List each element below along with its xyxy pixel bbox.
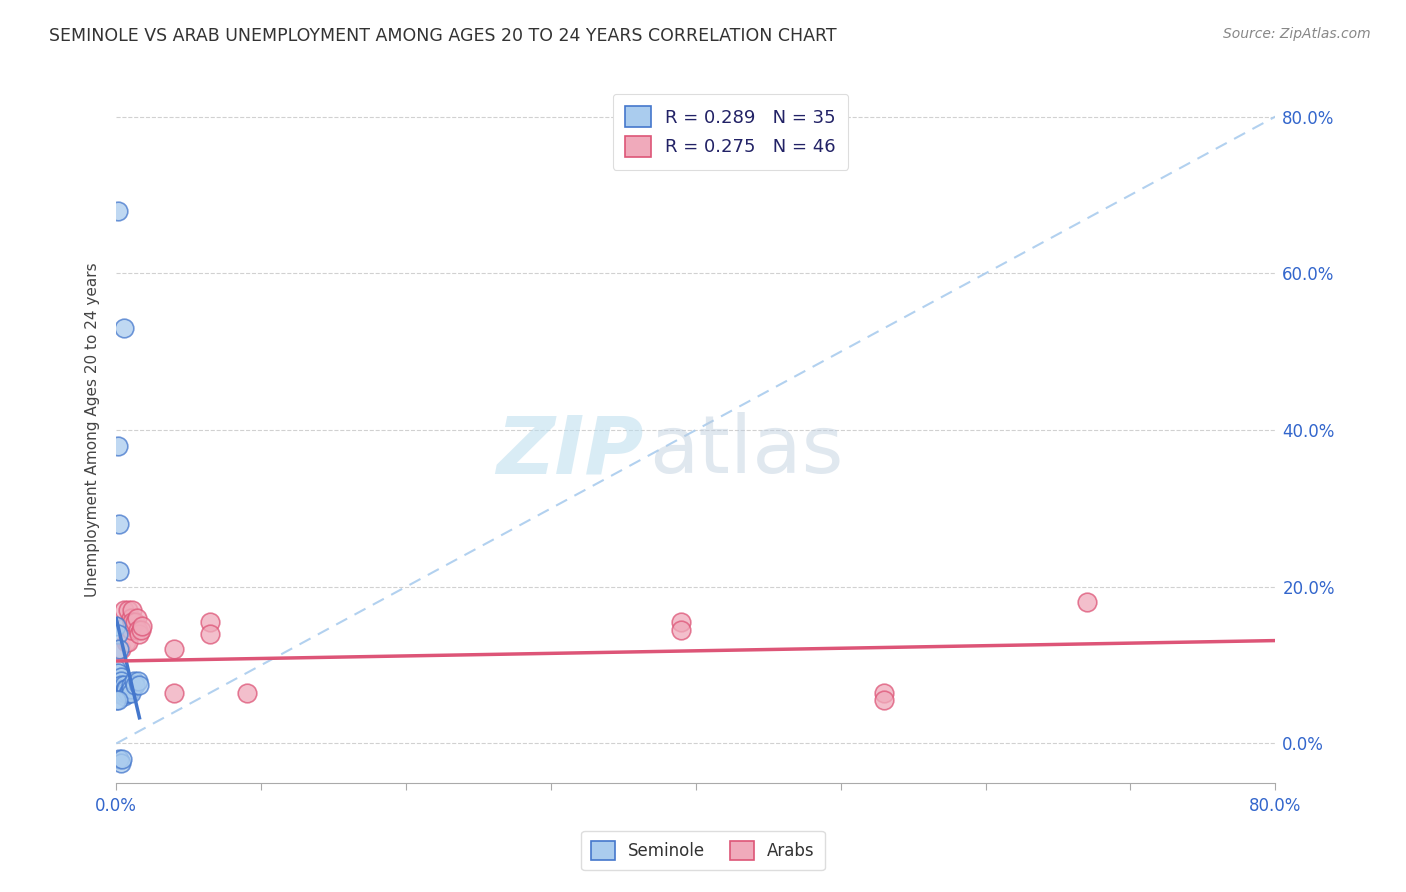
Point: [115, 634, 138, 648]
Point: [117, 603, 139, 617]
Point: [114, 678, 136, 692]
Point: [1076, 595, 1098, 609]
Point: [122, 673, 145, 688]
Point: [108, 642, 131, 657]
Point: [105, 681, 128, 696]
Point: [235, 685, 257, 699]
Point: [124, 678, 146, 692]
Point: [112, 690, 135, 704]
Point: [112, 321, 135, 335]
Point: [128, 627, 150, 641]
Point: [107, 203, 129, 218]
Text: atlas: atlas: [650, 412, 844, 491]
Point: [873, 693, 896, 707]
Point: [671, 623, 693, 637]
Point: [108, 685, 131, 699]
Point: [163, 642, 186, 657]
Point: [107, 681, 129, 696]
Point: [110, 678, 132, 692]
Point: [108, 673, 131, 688]
Point: [163, 685, 186, 699]
Point: [107, 627, 129, 641]
Point: [111, 678, 134, 692]
Point: [121, 603, 143, 617]
Point: [120, 678, 142, 692]
Point: [115, 681, 138, 696]
Point: [111, 681, 134, 696]
Point: [118, 685, 141, 699]
Point: [114, 681, 136, 696]
Point: [108, 678, 131, 692]
Point: [108, 517, 131, 532]
Point: [107, 678, 129, 692]
Point: [127, 673, 149, 688]
Point: [105, 662, 128, 676]
Point: [114, 685, 136, 699]
Point: [108, 564, 131, 578]
Point: [114, 685, 136, 699]
Point: [110, 642, 132, 657]
Point: [129, 623, 152, 637]
Point: [112, 685, 135, 699]
Point: [110, 673, 132, 688]
Legend: R = 0.289   N = 35, R = 0.275   N = 46: R = 0.289 N = 35, R = 0.275 N = 46: [613, 94, 848, 169]
Point: [107, 693, 129, 707]
Point: [124, 615, 146, 629]
Point: [125, 611, 148, 625]
Legend: Seminole, Arabs: Seminole, Arabs: [582, 831, 824, 871]
Point: [107, 685, 129, 699]
Point: [105, 685, 128, 699]
Point: [120, 623, 142, 637]
Point: [111, 752, 134, 766]
Point: [111, 685, 134, 699]
Text: ZIP: ZIP: [496, 412, 644, 491]
Point: [108, 681, 131, 696]
Text: Source: ZipAtlas.com: Source: ZipAtlas.com: [1223, 27, 1371, 41]
Point: [112, 685, 135, 699]
Point: [112, 603, 135, 617]
Point: [105, 619, 128, 633]
Point: [115, 619, 138, 633]
Point: [110, 685, 132, 699]
Point: [117, 634, 139, 648]
Text: SEMINOLE VS ARAB UNEMPLOYMENT AMONG AGES 20 TO 24 YEARS CORRELATION CHART: SEMINOLE VS ARAB UNEMPLOYMENT AMONG AGES…: [49, 27, 837, 45]
Point: [110, 678, 132, 692]
Point: [108, 752, 131, 766]
Point: [112, 681, 135, 696]
Point: [120, 685, 142, 699]
Point: [121, 615, 143, 629]
Point: [107, 439, 129, 453]
Point: [107, 665, 129, 680]
Point: [114, 681, 136, 696]
Point: [111, 681, 134, 696]
Point: [120, 681, 142, 696]
Point: [110, 670, 132, 684]
Point: [117, 685, 139, 699]
Point: [131, 619, 153, 633]
Point: [110, 756, 132, 770]
Point: [873, 685, 896, 699]
Point: [671, 615, 693, 629]
Point: [200, 615, 222, 629]
Point: [120, 611, 142, 625]
Point: [110, 681, 132, 696]
Y-axis label: Unemployment Among Ages 20 to 24 years: Unemployment Among Ages 20 to 24 years: [86, 263, 100, 598]
Point: [112, 678, 135, 692]
Point: [127, 623, 149, 637]
Point: [128, 678, 150, 692]
Point: [200, 627, 222, 641]
Point: [111, 685, 134, 699]
Point: [105, 693, 128, 707]
